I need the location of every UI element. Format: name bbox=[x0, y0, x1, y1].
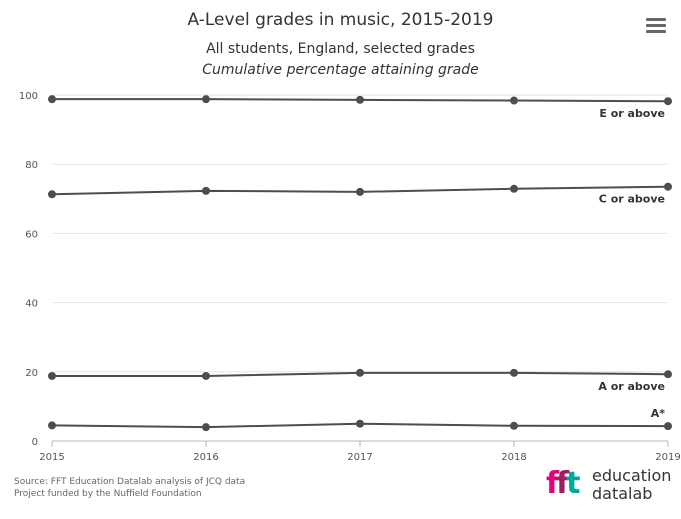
source-line: Source: FFT Education Datalab analysis o… bbox=[14, 477, 246, 487]
hamburger-menu-icon[interactable] bbox=[646, 18, 666, 34]
x-tick-label: 2015 bbox=[39, 452, 64, 463]
data-point bbox=[202, 371, 210, 380]
data-point bbox=[48, 371, 56, 380]
logo-text: education datalab bbox=[592, 467, 671, 503]
series-label: A* bbox=[651, 407, 666, 420]
data-point bbox=[48, 190, 56, 199]
data-point bbox=[356, 187, 364, 196]
chart-title: A-Level grades in music, 2015-2019 bbox=[187, 10, 494, 30]
data-point bbox=[510, 421, 518, 430]
chart-subtitle: All students, England, selected grades bbox=[206, 41, 475, 57]
data-point bbox=[664, 182, 672, 191]
data-point bbox=[664, 370, 672, 379]
funding-line: Project funded by the Nuffield Foundatio… bbox=[14, 489, 202, 499]
x-tick-label: 2018 bbox=[501, 452, 526, 463]
data-point bbox=[664, 97, 672, 106]
line-chart: 0 20 40 60 80 100 2015 2016 2017 2018 2019 E or abo… bbox=[19, 91, 681, 463]
data-point bbox=[48, 95, 56, 104]
logo-line-education: education bbox=[592, 466, 672, 485]
series-label: A or above bbox=[598, 380, 665, 393]
data-point bbox=[510, 368, 518, 377]
data-point bbox=[356, 95, 364, 104]
fft-logo-mark: fft bbox=[546, 466, 581, 501]
series-label: C or above bbox=[599, 193, 665, 206]
data-point bbox=[356, 368, 364, 377]
data-point bbox=[202, 186, 210, 195]
data-point bbox=[356, 419, 364, 428]
x-tick-label: 2017 bbox=[347, 452, 372, 463]
logo-line-datalab: datalab bbox=[592, 484, 653, 503]
data-point bbox=[510, 96, 518, 105]
datalab-logo: fft education datalab bbox=[546, 465, 676, 507]
data-point bbox=[202, 95, 210, 104]
data-point bbox=[48, 421, 56, 430]
y-tick-label: 0 bbox=[32, 437, 38, 448]
data-point bbox=[202, 423, 210, 432]
y-tick-label: 20 bbox=[25, 368, 38, 379]
series-label: E or above bbox=[599, 107, 665, 120]
chart-subtitle-italic: Cumulative percentage attaining grade bbox=[202, 62, 479, 78]
y-tick-label: 100 bbox=[19, 91, 38, 102]
y-tick-label: 40 bbox=[25, 299, 38, 310]
x-tick-label: 2016 bbox=[193, 452, 218, 463]
source-note: Source: FFT Education Datalab analysis o… bbox=[14, 476, 245, 500]
y-tick-label: 60 bbox=[25, 229, 38, 240]
data-point bbox=[664, 422, 672, 431]
data-point bbox=[510, 184, 518, 193]
y-tick-label: 80 bbox=[25, 160, 38, 171]
x-tick-label: 2019 bbox=[655, 452, 680, 463]
